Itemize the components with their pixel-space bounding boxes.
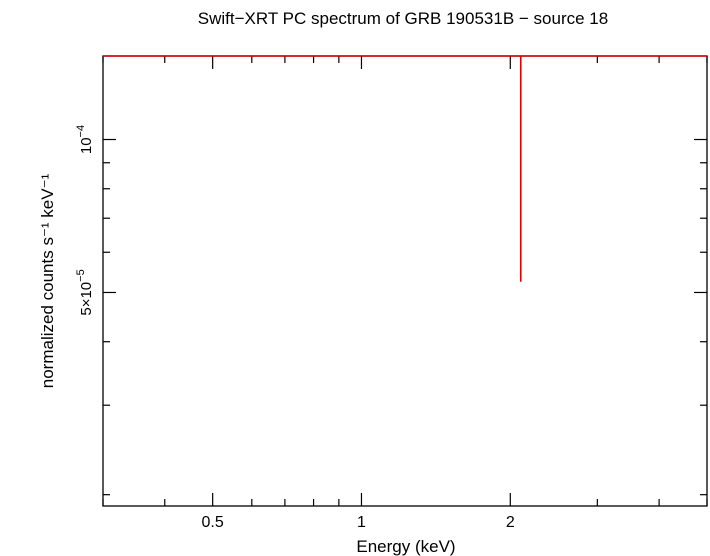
y-tick-label: 5×10−5	[75, 269, 95, 315]
y-tick-label: 10−4	[75, 125, 95, 154]
y-axis-ticks	[103, 138, 707, 496]
x-tick-label: 2	[506, 514, 515, 531]
x-tick-label: 0.5	[202, 514, 224, 531]
x-axis-tick-labels: 0.5 1 2	[202, 514, 515, 531]
x-axis-label: Energy (keV)	[356, 537, 455, 556]
plot-frame	[102, 55, 708, 507]
y-axis-label: normalized counts s⁻¹ keV⁻¹	[38, 173, 57, 388]
data-series	[103, 55, 707, 282]
x-axis-ticks	[102, 56, 708, 506]
chart-title: Swift−XRT PC spectrum of GRB 190531B − s…	[198, 9, 608, 28]
y-axis-tick-labels: 10−4 5×10−5	[75, 125, 95, 316]
x-tick-label: 1	[357, 514, 366, 531]
